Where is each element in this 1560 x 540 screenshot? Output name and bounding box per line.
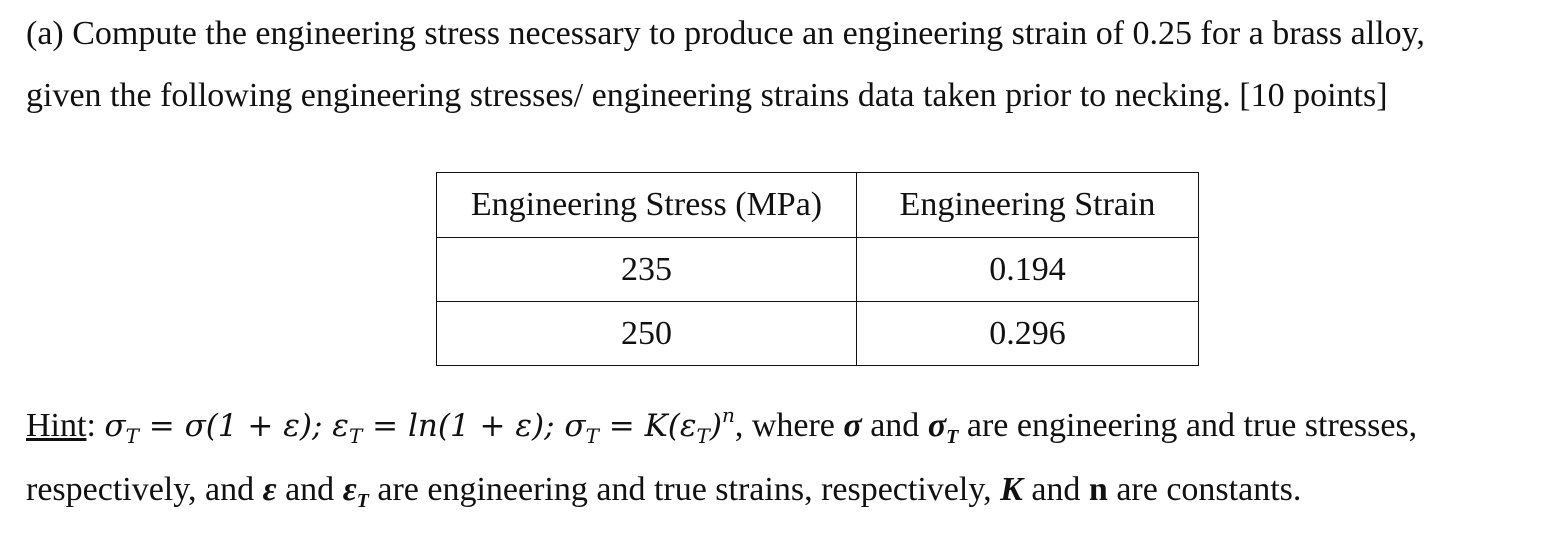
- stress-strain-table: Engineering Stress (MPa) Engineering Str…: [436, 172, 1199, 366]
- hint-label: Hint: [26, 407, 87, 444]
- hint-line-2: respectively, and ε and εT are engineeri…: [26, 470, 1301, 514]
- engineering-strain-symbol: ε: [262, 471, 277, 508]
- true-strain-symbol: εT: [342, 471, 369, 512]
- stress-cell: 250: [436, 301, 857, 366]
- stress-cell: 235: [436, 237, 857, 302]
- hint-text: and: [861, 407, 928, 444]
- header-engineering-strain: Engineering Strain: [856, 172, 1199, 238]
- n-constant-symbol: n: [1088, 471, 1108, 508]
- hint-text: are constants.: [1107, 471, 1302, 508]
- engineering-stress-symbol: σ: [843, 407, 862, 444]
- hint-text: are engineering and true stresses,: [958, 407, 1418, 444]
- hint-text: and: [1022, 471, 1089, 508]
- table-row: 235 0.194: [436, 237, 1199, 302]
- strain-cell: 0.194: [856, 237, 1199, 302]
- header-engineering-stress: Engineering Stress (MPa): [436, 172, 857, 238]
- hint-colon: :: [86, 407, 105, 444]
- hint-text: and: [276, 471, 343, 508]
- question-line-2: given the following engineering stresses…: [26, 77, 1388, 114]
- hint-text: respectively, and: [26, 471, 263, 508]
- hint-formula: σT = σ(1 + ε); εT = ln(1 + ε); σT = K(εT…: [104, 403, 735, 448]
- true-stress-symbol: σT: [927, 407, 959, 448]
- question-line-1: (a) Compute the engineering stress neces…: [26, 15, 1425, 52]
- table-header-row: Engineering Stress (MPa) Engineering Str…: [436, 172, 1199, 238]
- table-row: 250 0.296: [436, 301, 1199, 366]
- strain-cell: 0.296: [856, 301, 1199, 366]
- hint-text: are engineering and true strains, respec…: [368, 471, 1001, 508]
- hint-line-1: Hint: σT = σ(1 + ε); εT = ln(1 + ε); σT …: [26, 403, 1418, 450]
- hint-text: , where: [734, 407, 844, 444]
- k-constant-symbol: K: [1000, 471, 1023, 508]
